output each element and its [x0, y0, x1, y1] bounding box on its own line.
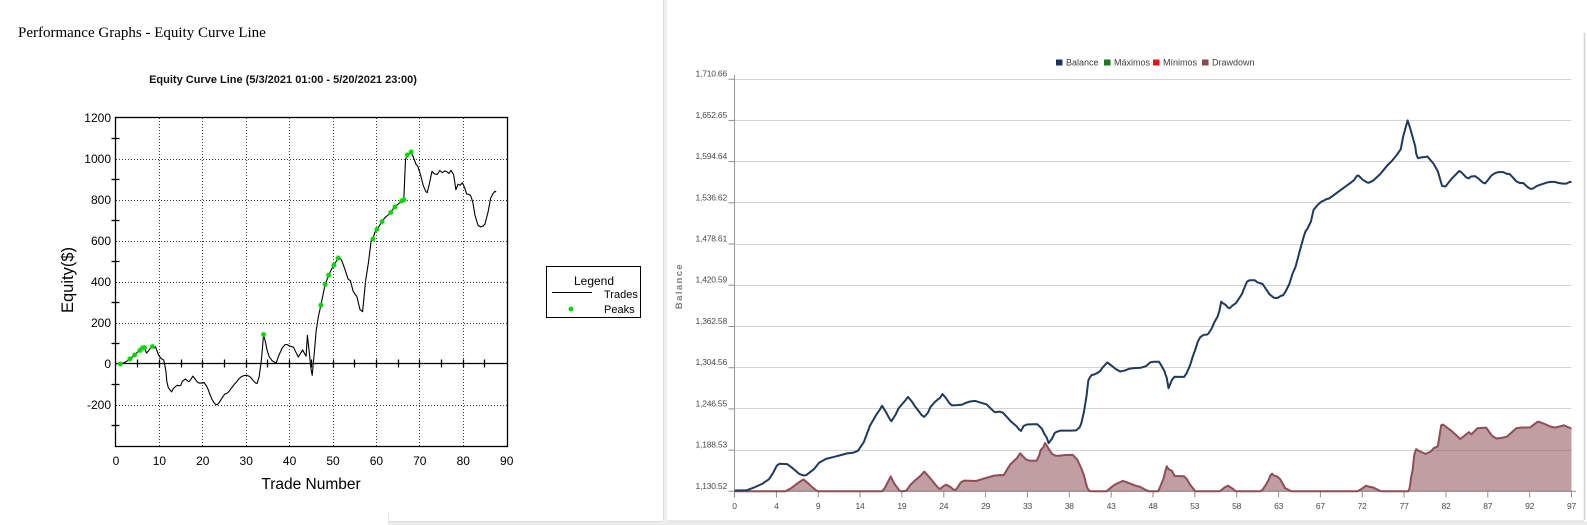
svg-text:200: 200 [91, 316, 111, 330]
svg-text:1000: 1000 [84, 152, 111, 166]
svg-text:1200: 1200 [84, 111, 111, 125]
svg-text:1,594.64: 1,594.64 [696, 151, 728, 161]
svg-text:53: 53 [1190, 501, 1200, 511]
svg-text:92: 92 [1525, 501, 1535, 511]
svg-text:Peaks: Peaks [604, 304, 635, 316]
svg-text:Equity($): Equity($) [59, 247, 77, 313]
svg-text:38: 38 [1065, 501, 1075, 511]
svg-text:1,710.66: 1,710.66 [696, 69, 728, 79]
svg-text:20: 20 [196, 454, 210, 468]
svg-text:10: 10 [153, 454, 167, 468]
svg-text:1,478.61: 1,478.61 [696, 234, 728, 244]
svg-text:43: 43 [1107, 501, 1117, 511]
svg-text:70: 70 [413, 454, 427, 468]
svg-text:1,304.56: 1,304.56 [696, 357, 728, 367]
svg-text:400: 400 [91, 275, 111, 289]
svg-text:0: 0 [113, 454, 120, 468]
svg-text:Drawdown: Drawdown [1212, 58, 1255, 68]
svg-text:Performance Graphs - Equity Cu: Performance Graphs - Equity Curve Line [18, 25, 266, 41]
svg-text:800: 800 [91, 193, 111, 207]
svg-text:24: 24 [939, 501, 949, 511]
svg-text:0: 0 [732, 501, 737, 511]
svg-text:1,652.65: 1,652.65 [696, 110, 728, 120]
svg-text:Balance: Balance [1066, 58, 1099, 68]
svg-text:1,246.55: 1,246.55 [696, 398, 728, 408]
svg-text:Mínimos: Mínimos [1163, 58, 1198, 68]
svg-text:1,362.58: 1,362.58 [696, 316, 728, 326]
svg-text:4: 4 [774, 501, 779, 511]
svg-text:Equity Curve Line (5/3/2021 01: Equity Curve Line (5/3/2021 01:00 - 5/20… [149, 74, 417, 86]
svg-text:Balance: Balance [674, 263, 685, 309]
svg-text:1,130.52: 1,130.52 [696, 481, 728, 491]
svg-text:77: 77 [1400, 501, 1410, 511]
svg-text:0: 0 [104, 357, 111, 371]
svg-text:Trade Number: Trade Number [261, 476, 360, 493]
svg-text:87: 87 [1483, 501, 1493, 511]
svg-text:50: 50 [326, 454, 340, 468]
svg-text:58: 58 [1232, 501, 1242, 511]
svg-text:1,536.62: 1,536.62 [696, 192, 728, 202]
svg-text:1,188.53: 1,188.53 [696, 440, 728, 450]
svg-text:97: 97 [1567, 501, 1577, 511]
svg-text:72: 72 [1358, 501, 1368, 511]
svg-text:19: 19 [897, 501, 907, 511]
svg-text:90: 90 [500, 454, 514, 468]
svg-text:80: 80 [457, 454, 471, 468]
svg-text:1,420.59: 1,420.59 [696, 275, 728, 285]
svg-text:14: 14 [855, 501, 865, 511]
svg-text:30: 30 [240, 454, 254, 468]
svg-text:Legend: Legend [574, 274, 614, 288]
svg-text:-200: -200 [87, 398, 111, 412]
svg-text:82: 82 [1441, 501, 1451, 511]
svg-text:40: 40 [283, 454, 297, 468]
svg-text:Trades: Trades [604, 289, 638, 301]
svg-text:67: 67 [1316, 501, 1326, 511]
svg-text:33: 33 [1023, 501, 1033, 511]
svg-text:60: 60 [370, 454, 384, 468]
svg-text:Máximos: Máximos [1114, 58, 1151, 68]
svg-text:29: 29 [981, 501, 991, 511]
svg-text:9: 9 [816, 501, 821, 511]
svg-text:63: 63 [1274, 501, 1284, 511]
svg-text:600: 600 [91, 234, 111, 248]
svg-text:48: 48 [1148, 501, 1158, 511]
